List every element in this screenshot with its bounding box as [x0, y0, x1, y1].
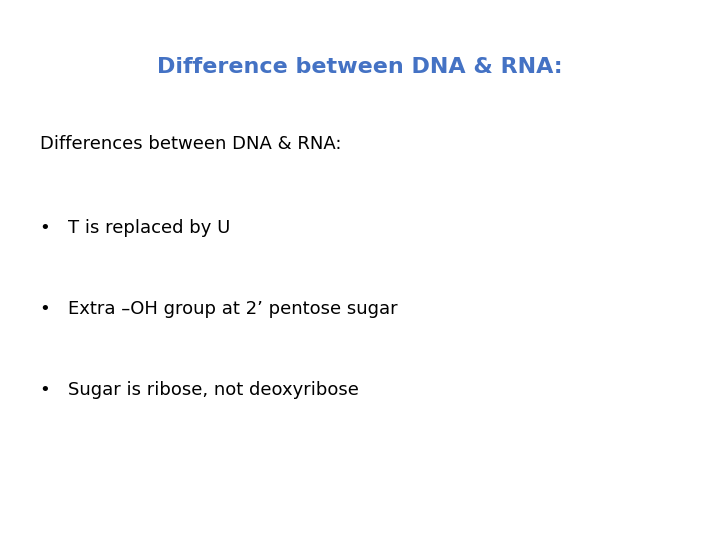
Text: Extra –OH group at 2’ pentose sugar: Extra –OH group at 2’ pentose sugar	[68, 300, 398, 318]
Text: Sugar is ribose, not deoxyribose: Sugar is ribose, not deoxyribose	[68, 381, 359, 399]
Text: •: •	[40, 219, 50, 237]
Text: Difference between DNA & RNA:: Difference between DNA & RNA:	[157, 57, 563, 77]
Text: T is replaced by U: T is replaced by U	[68, 219, 231, 237]
Text: •: •	[40, 381, 50, 399]
Text: Differences between DNA & RNA:: Differences between DNA & RNA:	[40, 135, 341, 153]
Text: •: •	[40, 300, 50, 318]
